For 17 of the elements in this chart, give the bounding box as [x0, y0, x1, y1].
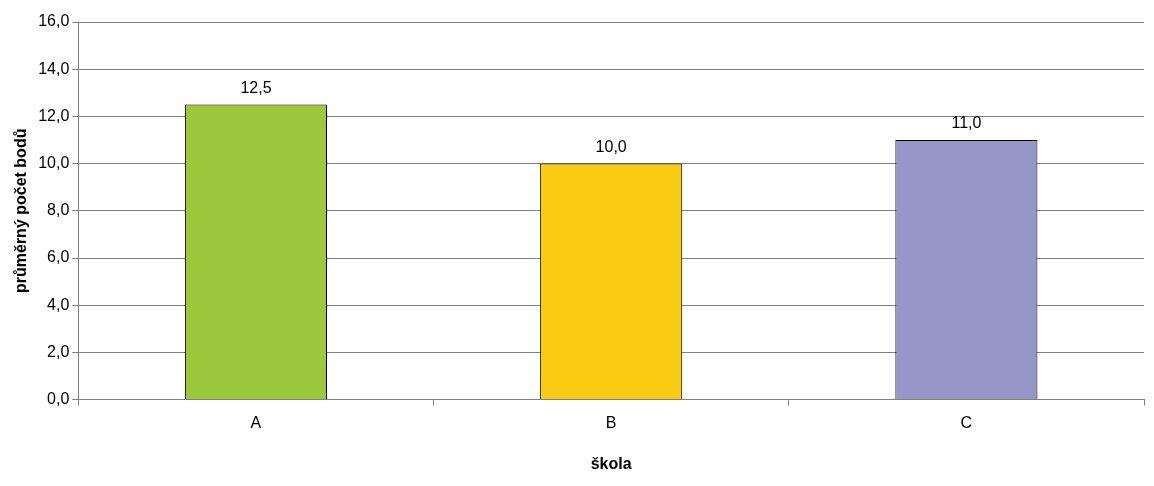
data-label: 10,0	[595, 138, 627, 156]
y-tick-label: 6,0	[47, 248, 70, 266]
x-tick-label: C	[960, 413, 973, 431]
y-tick-label: 4,0	[47, 295, 70, 313]
y-tick-label: 12,0	[38, 106, 70, 124]
y-tick-label: 0,0	[47, 390, 70, 408]
y-tick-label: 16,0	[38, 12, 70, 30]
x-tick-label: A	[250, 413, 262, 431]
y-tick-label: 10,0	[38, 154, 70, 172]
y-tick-label: 2,0	[47, 342, 70, 360]
y-axis-title: průměrný počet bodů	[12, 128, 30, 294]
data-label: 11,0	[951, 114, 982, 132]
x-tick-label: B	[605, 413, 617, 431]
data-label: 12,5	[240, 79, 272, 97]
y-tick-label: 8,0	[47, 201, 70, 219]
x-axis-title: škola	[590, 454, 632, 472]
y-tick-label: 14,0	[38, 59, 70, 77]
